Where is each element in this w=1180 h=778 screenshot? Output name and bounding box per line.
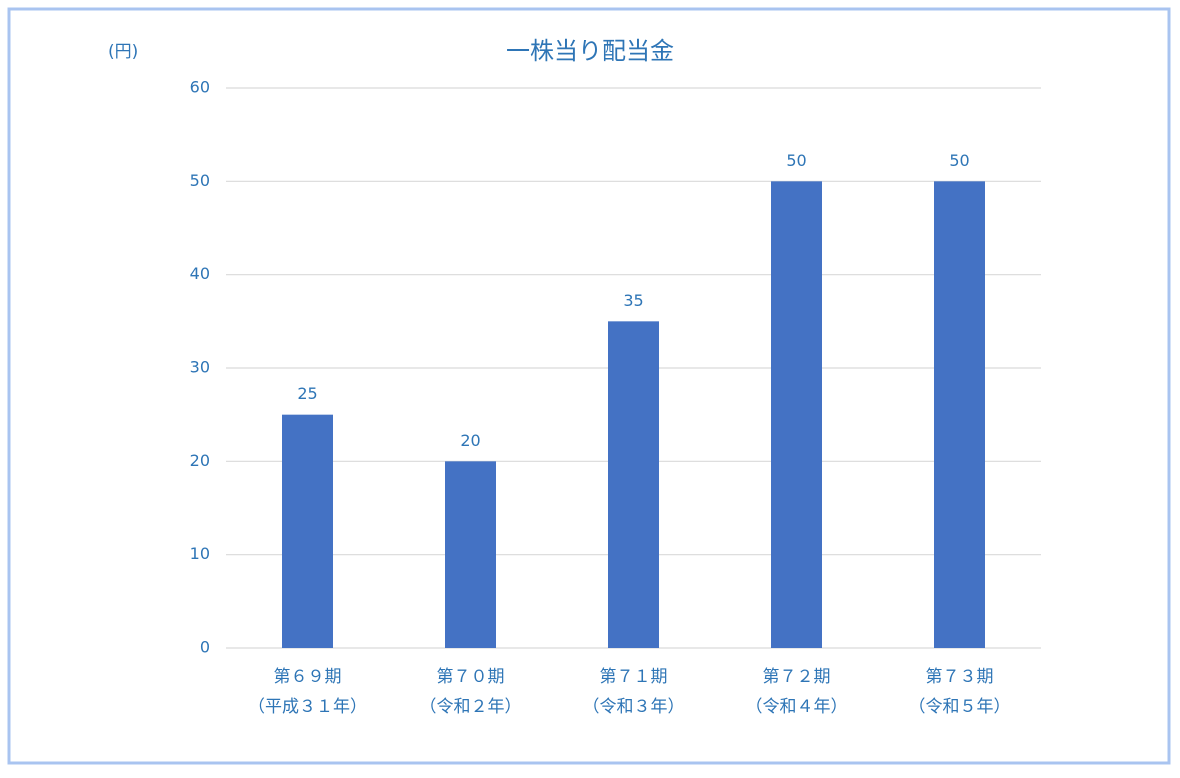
bar bbox=[608, 321, 659, 648]
y-tick-label: 60 bbox=[190, 78, 210, 97]
x-tick-label: （令和５年） bbox=[909, 697, 1011, 717]
x-tick-label: （令和３年） bbox=[583, 697, 685, 717]
x-tick-label: 第６９期 bbox=[274, 667, 342, 687]
data-label: 20 bbox=[460, 431, 480, 450]
y-tick-label: 10 bbox=[190, 544, 210, 563]
chart-frame bbox=[7, 7, 1171, 765]
x-tick-label: 第７１期 bbox=[600, 667, 668, 687]
y-tick-label: 20 bbox=[190, 451, 210, 470]
bar bbox=[771, 181, 822, 649]
bar bbox=[445, 461, 496, 648]
bar bbox=[282, 414, 333, 648]
y-tick-label: 50 bbox=[190, 171, 210, 190]
x-tick-label: 第７０期 bbox=[437, 667, 505, 687]
x-tick-label: 第７２期 bbox=[763, 667, 831, 687]
y-tick-label: 40 bbox=[190, 264, 210, 283]
data-label: 35 bbox=[623, 291, 643, 310]
y-tick-label: 30 bbox=[190, 358, 210, 377]
x-tick-label: （令和２年） bbox=[420, 697, 522, 717]
chart-title: 一株当り配当金 bbox=[506, 37, 674, 65]
x-tick-label: 第７３期 bbox=[926, 667, 994, 687]
x-tick-label: （平成３１年） bbox=[248, 697, 367, 717]
y-axis-label: (円) bbox=[108, 42, 138, 62]
data-label: 50 bbox=[949, 151, 969, 170]
x-tick-label: （令和４年） bbox=[746, 697, 848, 717]
bar bbox=[934, 181, 985, 649]
y-tick-label: 0 bbox=[200, 638, 210, 657]
data-label: 25 bbox=[297, 384, 317, 403]
data-label: 50 bbox=[786, 151, 806, 170]
